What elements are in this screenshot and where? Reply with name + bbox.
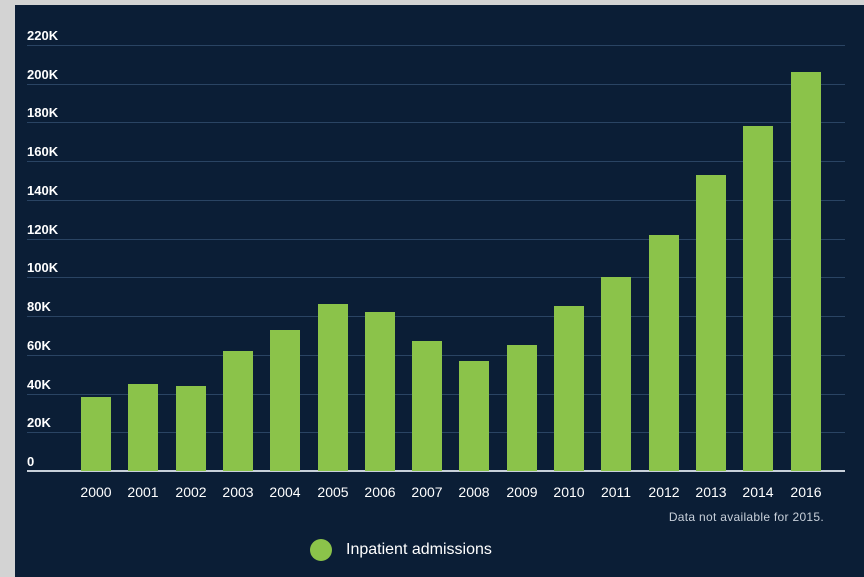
x-tick-label: 2010 [553,484,585,500]
gridline [27,122,845,123]
x-tick-label: 2003 [222,484,254,500]
bar-2016 [791,72,821,471]
x-tick-label: 2011 [600,484,632,500]
bar-2014 [743,126,773,471]
bar-2007 [412,341,442,471]
x-tick-label: 2005 [317,484,349,500]
data-note: Data not available for 2015. [668,510,824,524]
x-axis-baseline [27,470,845,472]
bar-2006 [365,312,395,471]
bar-2012 [649,235,679,471]
x-tick-label: 2001 [127,484,159,500]
bar-2001 [128,384,158,471]
legend-swatch-icon [310,539,332,561]
bar-2005 [318,304,348,471]
gridline [27,277,845,278]
legend-label: Inpatient admissions [346,541,492,558]
y-tick-label: 60K [27,338,51,353]
y-tick-label: 220K [27,28,59,43]
y-tick-label: 200K [27,67,59,82]
x-tick-label: 2013 [695,484,727,500]
x-tick-label: 2009 [506,484,538,500]
x-tick-label: 2006 [364,484,396,500]
y-tick-label: 160K [27,144,59,159]
gridline [27,45,845,46]
bar-2013 [696,175,726,471]
x-tick-label: 2000 [80,484,112,500]
gridline [27,84,845,85]
y-tick-label: 0 [27,454,35,469]
y-tick-label: 180K [27,105,59,120]
gridline [27,239,845,240]
chart-panel: 0 20K 40K 60K 80K 100K 120K 140K 160K 180K 200K 220… [15,5,864,577]
x-tick-label: 2016 [790,484,822,500]
gridline [27,161,845,162]
gridline [27,200,845,201]
y-tick-label: 140K [27,183,59,198]
x-tick-label: 2002 [175,484,207,500]
y-tick-label: 120K [27,222,59,237]
bar-2002 [176,386,206,471]
y-tick-label: 80K [27,299,51,314]
y-tick-label: 40K [27,377,51,392]
x-tick-label: 2008 [458,484,490,500]
bar-2004 [270,330,300,471]
x-tick-label: 2004 [269,484,301,500]
x-tick-label: 2014 [742,484,774,500]
y-tick-label: 20K [27,415,51,430]
bar-2003 [223,351,253,471]
x-tick-label: 2012 [648,484,680,500]
bar-2009 [507,345,537,471]
y-tick-label: 100K [27,260,59,275]
legend: Inpatient admissions [310,538,492,562]
bar-2000 [81,397,111,471]
gridline [27,316,845,317]
bar-2008 [459,361,489,471]
x-tick-label: 2007 [411,484,443,500]
bar-2011 [601,277,631,471]
bar-2010 [554,306,584,471]
